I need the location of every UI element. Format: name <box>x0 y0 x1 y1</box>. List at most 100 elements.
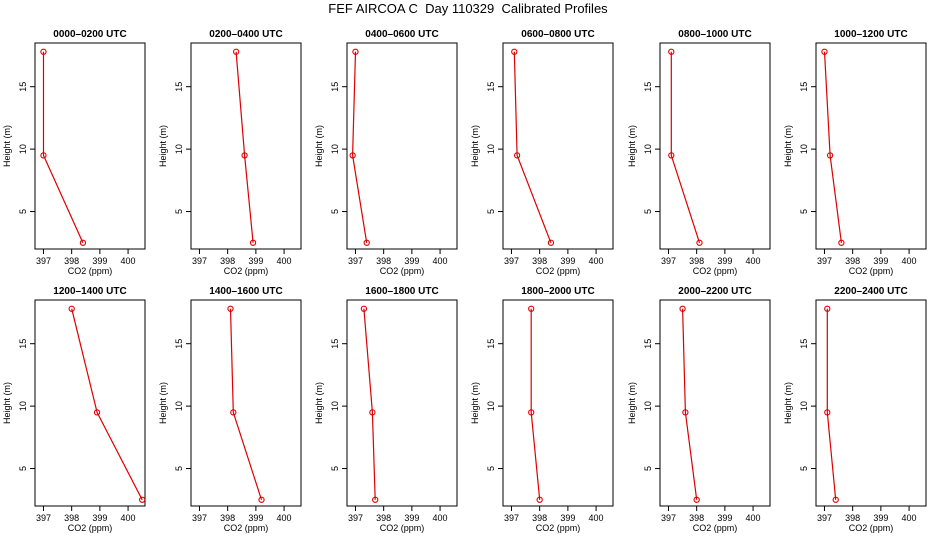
x-tick-label: 398 <box>376 513 391 523</box>
data-point <box>528 409 535 416</box>
plot-frame <box>34 299 146 507</box>
data-point <box>79 239 87 246</box>
y-axis-label: Height (m) <box>627 382 637 424</box>
profile-panel-9: 1600–1800 UTC 397 398 399 400 CO2 (ppm) 5 10 15 H… <box>314 286 458 533</box>
plot-frame <box>815 299 927 507</box>
x-tick-label: 399 <box>248 513 263 523</box>
x-tick-label: 399 <box>92 513 107 523</box>
x-tick-label: 399 <box>873 256 888 266</box>
profile-line <box>513 51 552 244</box>
x-tick-label: 399 <box>560 256 575 266</box>
y-axis-label: Height (m) <box>2 125 12 167</box>
y-tick-label: 5 <box>330 466 340 471</box>
x-tick-label: 399 <box>92 256 107 266</box>
data-point <box>352 48 359 55</box>
x-tick-label: 399 <box>404 513 419 523</box>
plot-frame <box>34 42 146 250</box>
x-tick-label: 398 <box>64 513 79 523</box>
profile-line <box>71 308 143 501</box>
data-point <box>372 496 379 503</box>
profile-panel-6: 1000–1200 UTC 397 398 399 400 CO2 (ppm) 5 10 15 H… <box>783 29 927 276</box>
y-axis-label: Height (m) <box>158 125 168 167</box>
y-tick-label: 5 <box>643 466 653 471</box>
x-axis-label: CO2 (ppm) <box>536 523 581 533</box>
y-tick-label: 15 <box>18 82 28 92</box>
x-tick-label: 399 <box>248 256 263 266</box>
x-tick-label: 400 <box>277 256 292 266</box>
y-tick-label: 10 <box>643 401 653 411</box>
x-tick-label: 399 <box>404 256 419 266</box>
x-tick-label: 398 <box>845 513 860 523</box>
panel-title: 1200–1400 UTC <box>53 286 126 297</box>
x-tick-label: 397 <box>817 513 832 523</box>
y-tick-label: 10 <box>18 144 28 154</box>
y-tick-label: 15 <box>174 82 184 92</box>
x-tick-label: 400 <box>902 513 917 523</box>
x-tick-label: 397 <box>348 513 363 523</box>
data-point <box>824 409 831 416</box>
profile-panel-10: 1800–2000 UTC 397 398 399 400 CO2 (ppm) 5 10 15 H… <box>470 286 614 533</box>
data-point <box>227 305 234 312</box>
profile-panel-12: 2200–2400 UTC 397 398 399 400 CO2 (ppm) 5 10 15 H… <box>783 286 927 533</box>
data-point <box>682 409 689 416</box>
x-tick-label: 400 <box>121 513 136 523</box>
panel-title: 2000–2200 UTC <box>678 286 751 297</box>
x-tick-label: 397 <box>504 256 519 266</box>
plot-frame <box>815 42 927 250</box>
y-tick-label: 15 <box>799 339 809 349</box>
x-tick-label: 398 <box>376 256 391 266</box>
x-tick-label: 400 <box>589 513 604 523</box>
data-point <box>693 496 700 503</box>
y-axis-label: Height (m) <box>2 382 12 424</box>
panel-title: 1800–2000 UTC <box>521 286 594 297</box>
x-tick-label: 398 <box>220 256 235 266</box>
profile-line <box>682 308 698 500</box>
x-tick-label: 400 <box>433 513 448 523</box>
x-axis-label: CO2 (ppm) <box>68 523 113 533</box>
data-point <box>826 152 834 159</box>
data-point <box>511 48 518 55</box>
plot-frame <box>190 299 302 507</box>
panel-title: 0600–0800 UTC <box>521 29 594 40</box>
y-tick-label: 15 <box>174 339 184 349</box>
profile-panel-1: 0000–0200 UTC 397 398 399 400 CO2 (ppm) 5 10 15 H… <box>2 29 146 276</box>
data-point <box>832 496 839 503</box>
x-tick-label: 398 <box>532 513 547 523</box>
y-tick-label: 5 <box>18 466 28 471</box>
x-tick-label: 397 <box>817 256 832 266</box>
data-point <box>679 305 686 312</box>
y-tick-label: 5 <box>174 209 184 214</box>
x-axis-label: CO2 (ppm) <box>380 523 425 533</box>
data-point <box>513 152 521 159</box>
data-point <box>249 239 257 246</box>
data-point <box>232 48 240 55</box>
profile-line <box>670 51 701 243</box>
data-point <box>258 496 265 503</box>
y-tick-label: 5 <box>174 466 184 471</box>
x-tick-label: 400 <box>121 256 136 266</box>
x-tick-label: 399 <box>717 513 732 523</box>
panel-title: 1000–1200 UTC <box>834 29 907 40</box>
x-tick-label: 400 <box>433 256 448 266</box>
y-axis-label: Height (m) <box>158 382 168 424</box>
panel-title: 0400–0600 UTC <box>365 29 438 40</box>
y-tick-label: 15 <box>643 82 653 92</box>
x-tick-label: 400 <box>277 513 292 523</box>
data-point <box>230 409 237 416</box>
data-point <box>369 409 376 416</box>
x-tick-label: 400 <box>589 256 604 266</box>
y-tick-label: 10 <box>643 144 653 154</box>
x-tick-label: 400 <box>746 256 761 266</box>
x-tick-label: 400 <box>746 513 761 523</box>
plot-frame <box>659 299 771 507</box>
x-axis-label: CO2 (ppm) <box>536 266 581 276</box>
y-tick-label: 15 <box>486 82 496 92</box>
y-tick-label: 15 <box>486 339 496 349</box>
y-tick-label: 5 <box>486 466 496 471</box>
y-tick-label: 15 <box>643 339 653 349</box>
data-point <box>528 305 535 312</box>
profile-line <box>351 51 368 243</box>
profile-line <box>826 308 837 500</box>
x-axis-label: CO2 (ppm) <box>224 523 269 533</box>
